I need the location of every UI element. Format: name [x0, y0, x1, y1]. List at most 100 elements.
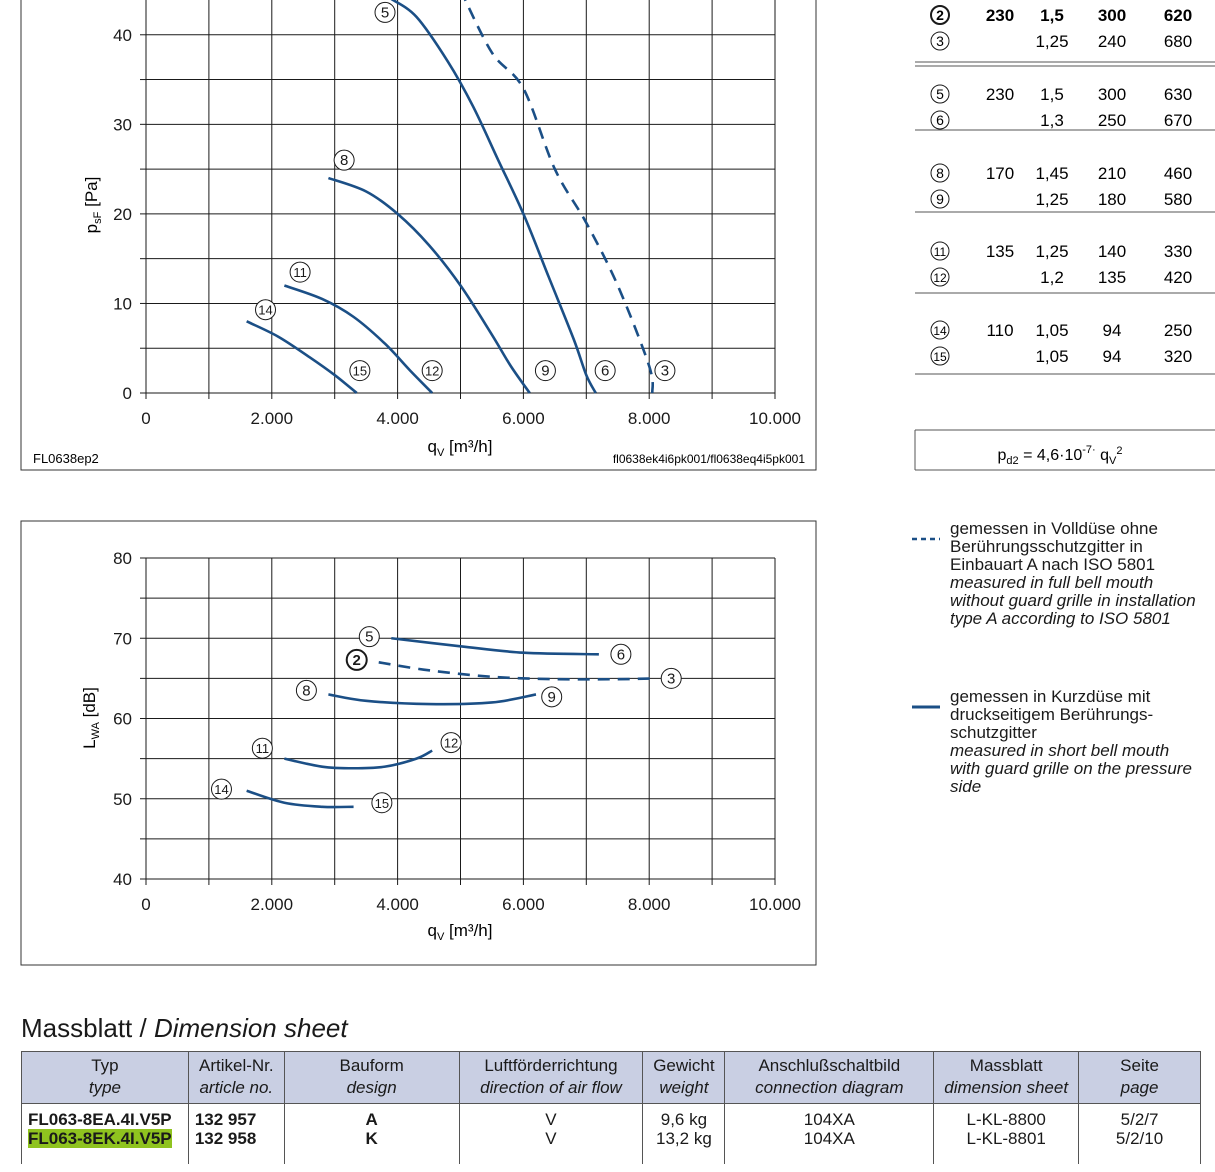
- curve-marker-label: 14: [214, 782, 228, 797]
- sound-chart: 0 2.000 4.000 6.000 8.000 10.000 40 50 60 70 80 5 6…: [20, 520, 817, 966]
- row-marker-circle: [930, 189, 950, 209]
- solid-line-icon: [912, 688, 950, 796]
- y-tick-label: 80: [113, 549, 132, 568]
- article-cell: 132 957 132 958: [187, 1103, 285, 1164]
- curve-marker-circle: [594, 360, 616, 382]
- table-cell-value: 1,25: [1035, 242, 1068, 261]
- curve-marker-circle: [349, 360, 371, 382]
- curve-marker-label: 12: [444, 736, 458, 751]
- table-cell-value: 1,2: [1040, 268, 1064, 287]
- curve-marker-label: 6: [601, 363, 609, 380]
- table-cell-value: 420: [1164, 268, 1192, 287]
- curve-marker-label: 14: [258, 303, 272, 318]
- table-cell-value: 230: [986, 85, 1014, 104]
- x-tick-label: 4.000: [376, 409, 419, 428]
- legend-dashed-entry: gemessen in Volldüse ohne Berührungsschu…: [912, 520, 1200, 628]
- table-row: 8 170 1,45 210 460: [930, 163, 1192, 183]
- legend-solid-entry: gemessen in Kurzdüse mit druckseitigem B…: [912, 688, 1200, 796]
- legend-dashed-text-en: measured in full bell mouth without guar…: [950, 573, 1196, 628]
- row-marker-circle: [930, 267, 950, 287]
- curve-line-8: [327, 176, 531, 394]
- table-cell-value: 1,3: [1040, 111, 1064, 130]
- curve-marker-circle: [295, 679, 317, 701]
- row-marker-circle: [930, 84, 950, 104]
- chart-code-right: fl0638ek4i6pk001/fl0638eq4i5pk001: [613, 452, 805, 466]
- x-tick-label: 0: [141, 409, 150, 428]
- y-tick-label: 20: [113, 205, 132, 224]
- table-row: 9 1,25 180 580: [930, 189, 1192, 209]
- dimension-sheet-table: Typ type Artikel-Nr. article no. Bauform de…: [21, 1051, 1201, 1164]
- dim-sheet-cell: L-KL-8800 L-KL-8801: [933, 1103, 1080, 1164]
- pressure-chart-ticks: 0 2.000 4.000 6.000 8.000 10.000 0 10 20 30 40: [113, 26, 801, 428]
- table-row: 11 135 1,25 140 330: [930, 241, 1192, 261]
- sound-chart-ticks: 0 2.000 4.000 6.000 8.000 10.000 40 50 60 70 80: [113, 549, 801, 914]
- curve-marker-label: 15: [353, 364, 367, 379]
- x-tick-label: 4.000: [376, 895, 419, 914]
- curve-line-2: [463, 0, 655, 394]
- y-tick-label: 70: [113, 629, 132, 648]
- table-row: 6 1,3 250 670: [930, 110, 1192, 130]
- legend-dashed-text-de: gemessen in Volldüse ohne Berührungsschu…: [950, 519, 1158, 574]
- row-marker-circle: [930, 110, 950, 130]
- table-cell-value: 330: [1164, 242, 1192, 261]
- header-weight: Gewicht weight: [642, 1051, 726, 1104]
- table-row: 14 110 1,05 94 250: [930, 320, 1192, 340]
- curve-line-11: [283, 284, 434, 394]
- header-connection: Anschlußschaltbild connection diagram: [724, 1051, 935, 1104]
- curve-marker-circle: [251, 737, 273, 759]
- y-tick-label: 10: [113, 294, 132, 313]
- curve-marker-circle: [289, 261, 311, 283]
- table-cell-value: 300: [1098, 6, 1126, 25]
- row-marker-circle: [930, 320, 950, 340]
- table-cell-value: 1,5: [1040, 85, 1064, 104]
- sound-chart-markers: 5 6 2 3 8 9 11 12 14 15: [210, 626, 682, 814]
- row-marker-label: 8: [936, 165, 944, 181]
- header-article: Artikel-Nr. article no.: [187, 1051, 285, 1104]
- x-tick-label: 8.000: [628, 895, 671, 914]
- chart-code-left: FL0638ep2: [33, 451, 99, 466]
- curve-marker-label: 2: [353, 652, 361, 669]
- row-marker-circle: [930, 5, 950, 25]
- row-marker-label: 5: [936, 86, 944, 102]
- table-cell-value: 135: [1098, 268, 1126, 287]
- table-cell-value: 1,05: [1035, 347, 1068, 366]
- curve-marker-circle: [440, 732, 462, 754]
- curve-marker-label: 8: [340, 152, 348, 169]
- curve-marker-label: 9: [548, 689, 556, 706]
- row-marker-label: 2: [936, 7, 944, 23]
- table-row: FL063-8EA.4I.V5P FL063-8EK.4I.V5P 132 957…: [21, 1103, 1201, 1164]
- table-header-row: Typ type Artikel-Nr. article no. Bauform de…: [21, 1051, 1201, 1104]
- curve-marker-circle: [371, 792, 393, 814]
- header-type: Typ type: [21, 1051, 189, 1104]
- curve-marker-label: 3: [661, 363, 669, 380]
- x-tick-label: 2.000: [251, 409, 294, 428]
- table-cell-value: 94: [1103, 347, 1122, 366]
- dashed-line-icon: [912, 520, 950, 628]
- header-dimension: Massblatt dimension sheet: [933, 1051, 1080, 1104]
- table-cell-value: 110: [986, 321, 1013, 340]
- type-cell: FL063-8EA.4I.V5P FL063-8EK.4I.V5P: [21, 1103, 189, 1164]
- y-tick-label: 60: [113, 710, 132, 729]
- pressure-chart-series: [246, 0, 655, 395]
- row-marker-label: 15: [933, 350, 947, 364]
- table-cell-value: 230: [986, 6, 1014, 25]
- row-marker-label: 11: [934, 245, 947, 259]
- x-tick-label: 6.000: [502, 409, 545, 428]
- dynamic-pressure-formula: pd2 = 4,6·10-7· qV2: [997, 444, 1122, 467]
- x-tick-label: 2.000: [251, 895, 294, 914]
- table-cell-value: 580: [1164, 190, 1192, 209]
- row-marker-label: 3: [936, 33, 944, 49]
- curve-marker-circle: [374, 1, 396, 23]
- table-cell-value: 320: [1164, 347, 1192, 366]
- weight-cell: 9,6 kg 13,2 kg: [642, 1103, 726, 1164]
- operating-points-table: 2 230 1,5 300 620 3 1,25 240 680 5 230 1,5 300 630 6 1,…: [914, 5, 1215, 471]
- curve-marker-label: 15: [375, 796, 389, 811]
- dimension-sheet-title: Massblatt / Dimension sheet: [21, 1013, 348, 1043]
- row-marker-label: 9: [936, 191, 944, 207]
- curve-marker-circle: [541, 686, 563, 708]
- curve-marker-label: 3: [667, 670, 675, 687]
- sound-chart-grid: [145, 557, 776, 880]
- y-tick-label: 40: [113, 870, 132, 889]
- table-cell-value: 250: [1164, 321, 1192, 340]
- table-row: 3 1,25 240 680: [930, 31, 1192, 51]
